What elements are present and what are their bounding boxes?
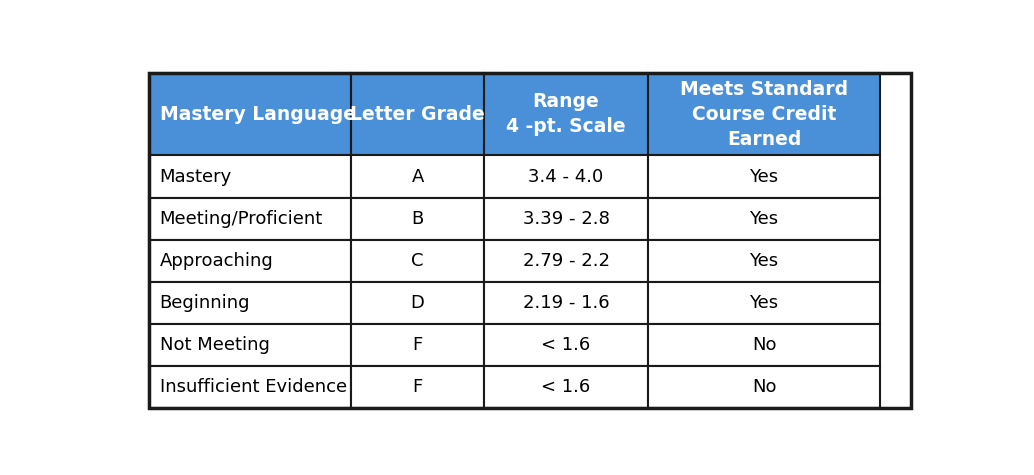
Text: < 1.6: < 1.6 (542, 336, 590, 354)
Bar (149, 198, 351, 240)
Bar (149, 324, 351, 366)
Bar (648, 366, 880, 408)
Bar (351, 282, 484, 324)
Bar (484, 282, 648, 324)
Bar (484, 74, 648, 155)
Text: Yes: Yes (750, 168, 779, 186)
Text: Not Meeting: Not Meeting (159, 336, 270, 354)
Bar (484, 198, 648, 240)
Text: Letter Grade: Letter Grade (351, 105, 485, 124)
Text: 3.4 - 4.0: 3.4 - 4.0 (528, 168, 604, 186)
Text: 2.79 - 2.2: 2.79 - 2.2 (522, 252, 610, 270)
Bar (648, 198, 880, 240)
Text: Approaching: Approaching (159, 252, 273, 270)
Bar (351, 366, 484, 408)
Text: B: B (412, 209, 424, 228)
Text: Insufficient Evidence: Insufficient Evidence (159, 378, 346, 396)
Text: A: A (412, 168, 424, 186)
Bar (484, 155, 648, 198)
Bar (648, 324, 880, 366)
Bar (484, 366, 648, 408)
Text: Yes: Yes (750, 252, 779, 270)
Bar (351, 324, 484, 366)
Bar (149, 282, 351, 324)
Text: No: No (752, 336, 777, 354)
Text: Yes: Yes (750, 294, 779, 312)
Text: Mastery: Mastery (159, 168, 232, 186)
Text: 2.19 - 1.6: 2.19 - 1.6 (523, 294, 609, 312)
Bar (351, 240, 484, 282)
Bar (648, 240, 880, 282)
Text: C: C (412, 252, 424, 270)
Text: Mastery Language: Mastery Language (159, 105, 356, 124)
Text: Beginning: Beginning (159, 294, 250, 312)
Text: Meeting/Proficient: Meeting/Proficient (159, 209, 323, 228)
Bar (648, 282, 880, 324)
Text: 3.39 - 2.8: 3.39 - 2.8 (522, 209, 609, 228)
Bar (484, 240, 648, 282)
Bar (484, 324, 648, 366)
Text: No: No (752, 378, 777, 396)
Text: Range
4 -pt. Scale: Range 4 -pt. Scale (507, 93, 626, 136)
Bar (351, 155, 484, 198)
Bar (149, 366, 351, 408)
Bar (351, 198, 484, 240)
Text: Meets Standard
Course Credit
Earned: Meets Standard Course Credit Earned (680, 80, 848, 149)
Text: Yes: Yes (750, 209, 779, 228)
Bar (648, 74, 880, 155)
Text: F: F (413, 336, 423, 354)
Bar (149, 155, 351, 198)
Text: D: D (410, 294, 425, 312)
Text: F: F (413, 378, 423, 396)
Text: < 1.6: < 1.6 (542, 378, 590, 396)
Bar (149, 74, 351, 155)
Bar (648, 155, 880, 198)
Bar (149, 240, 351, 282)
Bar (351, 74, 484, 155)
